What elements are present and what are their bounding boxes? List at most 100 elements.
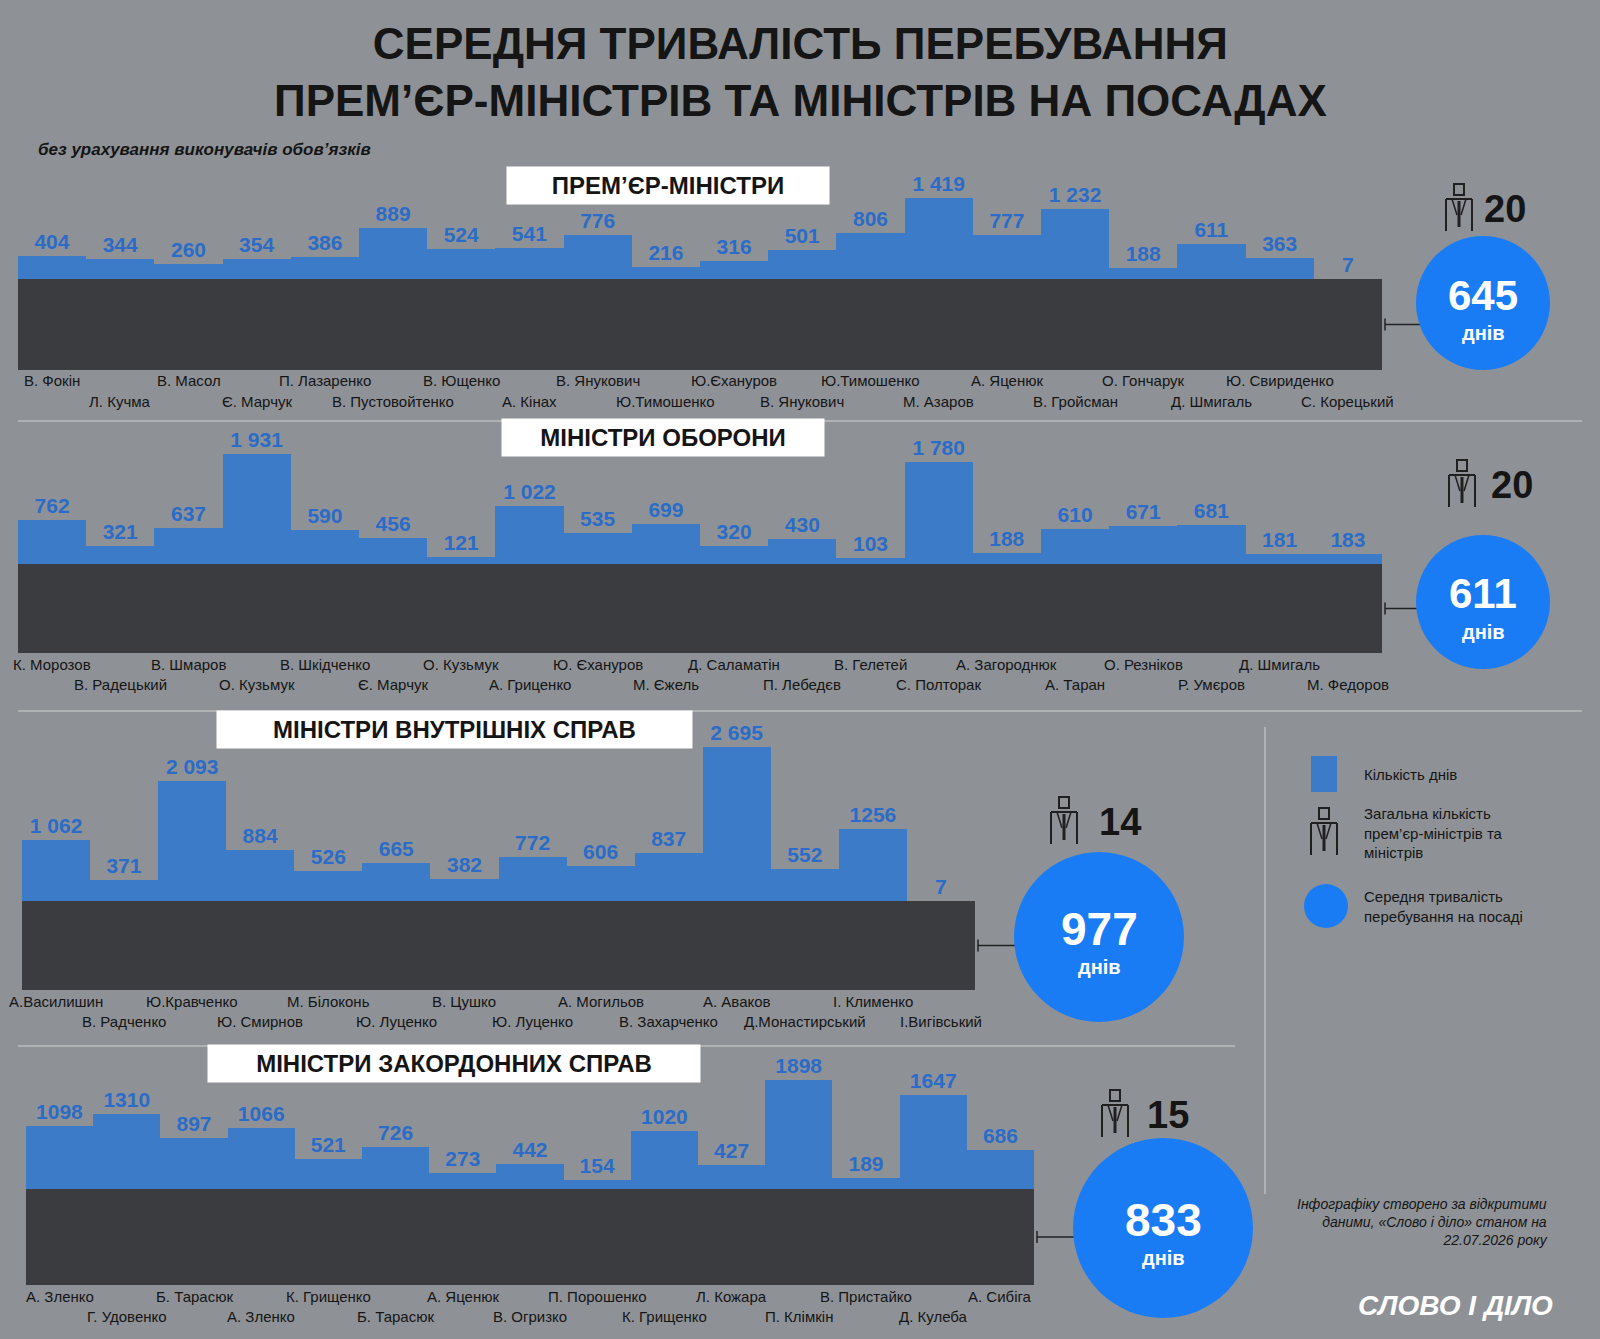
svg-text:Л. Кожара: Л. Кожара <box>696 1288 767 1305</box>
svg-text:днів: днів <box>1462 621 1505 643</box>
svg-text:501: 501 <box>785 224 820 247</box>
svg-text:430: 430 <box>785 513 820 536</box>
svg-text:1020: 1020 <box>641 1105 688 1128</box>
svg-text:днів: днів <box>1142 1247 1185 1269</box>
svg-text:Д. Шмигаль: Д. Шмигаль <box>1239 656 1320 673</box>
svg-text:СЛОВО І ДІЛО: СЛОВО І ДІЛО <box>1358 1290 1553 1321</box>
svg-text:404: 404 <box>34 230 69 253</box>
svg-text:В. Огризко: В. Огризко <box>493 1308 567 1325</box>
svg-text:354: 354 <box>239 233 274 256</box>
svg-text:М. Федоров: М. Федоров <box>1307 676 1389 693</box>
svg-text:Ю. Свириденко: Ю. Свириденко <box>1226 372 1334 389</box>
svg-text:Ю.Єхануров: Ю.Єхануров <box>691 372 777 389</box>
svg-text:611: 611 <box>1449 570 1517 617</box>
svg-text:103: 103 <box>853 532 888 555</box>
svg-text:1 022: 1 022 <box>503 480 556 503</box>
svg-text:606: 606 <box>583 840 618 863</box>
svg-text:189: 189 <box>848 1152 883 1175</box>
svg-text:В. Гелетей: В. Гелетей <box>834 656 907 673</box>
svg-text:В. Шкідченко: В. Шкідченко <box>280 656 370 673</box>
svg-text:20: 20 <box>1491 464 1533 506</box>
svg-text:1 419: 1 419 <box>912 172 965 195</box>
svg-text:188: 188 <box>989 527 1024 550</box>
svg-text:681: 681 <box>1194 499 1229 522</box>
svg-text:181: 181 <box>1262 528 1297 551</box>
svg-text:А. Зленко: А. Зленко <box>26 1288 94 1305</box>
svg-text:В. Гройсман: В. Гройсман <box>1033 393 1118 410</box>
svg-text:7: 7 <box>935 875 947 898</box>
svg-text:Середня тривалістьперебування: Середня тривалістьперебування на посаді <box>1364 888 1523 925</box>
svg-text:Є. Марчук: Є. Марчук <box>222 393 292 410</box>
svg-text:К. Грищенко: К. Грищенко <box>286 1288 371 1305</box>
svg-text:1310: 1310 <box>103 1088 150 1111</box>
svg-text:МІНІСТРИ ОБОРОНИ: МІНІСТРИ ОБОРОНИ <box>540 424 786 451</box>
svg-text:260: 260 <box>171 238 206 261</box>
svg-text:В. Цушко: В. Цушко <box>432 993 496 1010</box>
svg-text:772: 772 <box>515 831 550 854</box>
svg-text:15: 15 <box>1147 1094 1189 1136</box>
svg-text:П. Лебедєв: П. Лебедєв <box>763 676 841 693</box>
svg-text:552: 552 <box>787 843 822 866</box>
svg-text:344: 344 <box>103 233 138 256</box>
svg-text:П. Клімкін: П. Клімкін <box>765 1308 833 1325</box>
svg-text:МІНІСТРИ ВНУТРІШНІХ СПРАВ: МІНІСТРИ ВНУТРІШНІХ СПРАВ <box>273 716 636 743</box>
svg-text:1 062: 1 062 <box>30 814 83 837</box>
svg-text:В. Ющенко: В. Ющенко <box>423 372 500 389</box>
svg-text:526: 526 <box>311 845 346 868</box>
svg-text:671: 671 <box>1126 500 1161 523</box>
svg-text:777: 777 <box>989 209 1024 232</box>
svg-text:1098: 1098 <box>36 1100 83 1123</box>
svg-text:В. Фокін: В. Фокін <box>24 372 80 389</box>
svg-text:П. Порошенко: П. Порошенко <box>548 1288 647 1305</box>
svg-text:316: 316 <box>717 235 752 258</box>
svg-text:320: 320 <box>717 520 752 543</box>
svg-text:В. Радецький: В. Радецький <box>74 676 167 693</box>
svg-text:686: 686 <box>983 1124 1018 1147</box>
svg-text:20: 20 <box>1484 188 1526 230</box>
svg-text:В. Шмаров: В. Шмаров <box>151 656 226 673</box>
svg-text:Є. Марчук: Є. Марчук <box>358 676 428 693</box>
svg-text:611: 611 <box>1194 218 1228 241</box>
svg-text:2 695: 2 695 <box>710 721 763 744</box>
svg-text:А. Яценюк: А. Яценюк <box>427 1288 499 1305</box>
svg-text:590: 590 <box>307 504 342 527</box>
svg-text:І. Клименко: І. Клименко <box>833 993 913 1010</box>
svg-text:О. Кузьмук: О. Кузьмук <box>219 676 295 693</box>
svg-text:Ю. Луценко: Ю. Луценко <box>492 1013 573 1030</box>
svg-text:Б. Тарасюк: Б. Тарасюк <box>357 1308 434 1325</box>
svg-text:1 232: 1 232 <box>1049 183 1102 206</box>
svg-text:363: 363 <box>1262 232 1297 255</box>
svg-text:977: 977 <box>1061 903 1138 955</box>
svg-text:1 780: 1 780 <box>912 436 965 459</box>
svg-text:Р. Умєров: Р. Умєров <box>1178 676 1245 693</box>
svg-text:Б. Тарасюк: Б. Тарасюк <box>156 1288 233 1305</box>
svg-text:Ю.Кравченко: Ю.Кравченко <box>146 993 238 1010</box>
svg-text:днів: днів <box>1078 956 1121 978</box>
svg-text:А. Яценюк: А. Яценюк <box>971 372 1043 389</box>
svg-text:1 931: 1 931 <box>230 428 283 451</box>
svg-text:В. Янукович: В. Янукович <box>556 372 640 389</box>
svg-text:7: 7 <box>1342 253 1354 276</box>
svg-text:А. Сибіга: А. Сибіга <box>968 1288 1032 1305</box>
svg-text:А. Кінах: А. Кінах <box>502 393 557 410</box>
svg-text:В. Радченко: В. Радченко <box>82 1013 166 1030</box>
svg-text:2 093: 2 093 <box>166 755 219 778</box>
svg-text:Інфографіку створено за відкри: Інфографіку створено за відкритимиданими… <box>1297 1196 1548 1248</box>
svg-text:1256: 1256 <box>850 803 897 826</box>
svg-text:321: 321 <box>103 520 138 543</box>
svg-text:А. Таран: А. Таран <box>1045 676 1105 693</box>
svg-text:А. Загороднюк: А. Загороднюк <box>956 656 1057 673</box>
svg-text:К. Грищенко: К. Грищенко <box>622 1308 707 1325</box>
svg-text:14: 14 <box>1099 801 1141 843</box>
svg-text:833: 833 <box>1125 1194 1202 1246</box>
svg-text:524: 524 <box>444 223 479 246</box>
svg-text:Ю. Смирнов: Ю. Смирнов <box>217 1013 303 1030</box>
svg-text:без урахування виконувачів обо: без урахування виконувачів обов’язків <box>38 140 371 159</box>
svg-text:О. Гончарук: О. Гончарук <box>1102 372 1185 389</box>
svg-text:А.Василишин: А.Василишин <box>9 993 103 1010</box>
svg-text:Д. Шмигаль: Д. Шмигаль <box>1171 393 1252 410</box>
svg-text:В. Масол: В. Масол <box>157 372 221 389</box>
svg-text:О. Резніков: О. Резніков <box>1104 656 1183 673</box>
svg-text:С. Корецький: С. Корецький <box>1301 393 1394 410</box>
svg-text:днів: днів <box>1462 322 1505 344</box>
